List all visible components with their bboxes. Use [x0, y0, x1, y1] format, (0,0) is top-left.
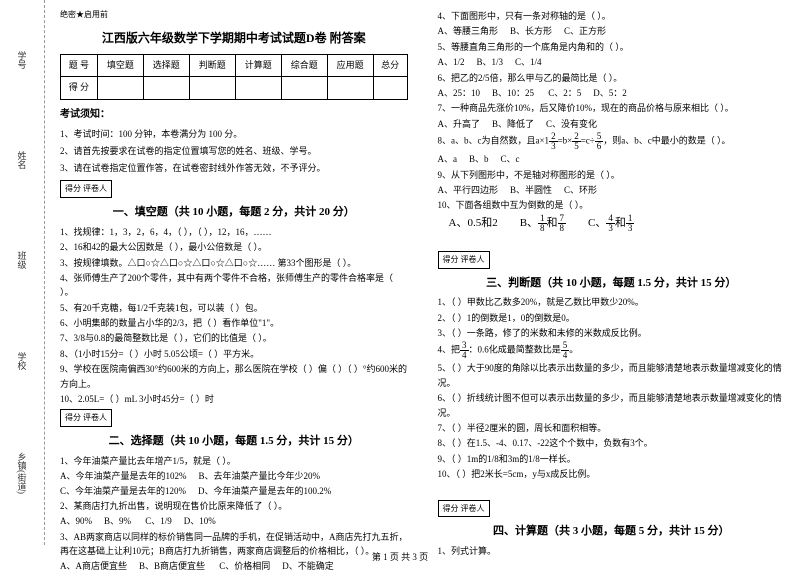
- binding-field-town: 乡镇(街道): [16, 452, 29, 494]
- judge-q5: 5、（ ）大于90度的角除以比表示出数量的多少，而且能够清楚地表示数量增减变化的…: [438, 361, 786, 390]
- choice-q9-opts: A、平行四边形B、半圆性C、环形: [438, 183, 786, 197]
- notice-3: 3、请在试卷指定位置作答，在试卷密封线外作答无效，不予评分。: [60, 161, 408, 176]
- choice-q10: 10、下面各组数中互为倒数的是（ ）。: [438, 198, 786, 212]
- choice-q2-opts: A、90%B、9% C、1/9D、10%: [60, 514, 408, 528]
- binding-field-school: 学校: [16, 352, 29, 370]
- th-choice: 选择题: [143, 54, 189, 76]
- exam-title: 江西版六年级数学下学期期中考试试题D卷 附答案: [60, 28, 408, 48]
- page-footer: 第 1 页 共 3 页: [0, 550, 800, 563]
- scorer-box-4: 得分 评卷人: [438, 500, 490, 518]
- choice-q4: 4、下面图形中，只有一条对称轴的是（ ）。: [438, 9, 786, 23]
- notice-title: 考试须知：: [60, 106, 408, 123]
- fill-q10: 10、2.05L=（ ）mL 3小时45分=（ ）时: [60, 392, 408, 406]
- judge-q7: 7、（ ）半径2厘米的圆，周长和面积相等。: [438, 421, 786, 435]
- th-app: 应用题: [327, 54, 373, 76]
- section-4-title: 四、计算题（共 3 小题，每题 5 分，共计 15 分）: [438, 522, 786, 541]
- section-1-title: 一、填空题（共 10 小题，每题 2 分，共计 20 分）: [60, 203, 408, 222]
- section-3-title: 三、判断题（共 10 小题，每题 1.5 分，共计 15 分）: [438, 274, 786, 293]
- scorer-box-3: 得分 评卷人: [438, 251, 490, 269]
- right-column: 4、下面图形中，只有一条对称轴的是（ ）。 A、等腰三角形B、长方形C、正方形 …: [423, 0, 800, 545]
- th-total: 总分: [373, 54, 407, 76]
- judge-q3: 3、（ ）一条路，修了的米数和未修的米数成反比例。: [438, 326, 786, 340]
- choice-q5: 5、等腰直角三角形的一个底角是内角和的（ ）。: [438, 40, 786, 54]
- choice-q9: 9、从下列图形中，不是轴对称图形的是（ ）。: [438, 168, 786, 182]
- notice-1: 1、考试时间：100 分钟，本卷满分为 100 分。: [60, 127, 408, 142]
- score-label: 得 分: [61, 77, 98, 99]
- choice-q6: 6、把乙的2/5倍，那么甲与乙的最简比是（ ）。: [438, 71, 786, 85]
- content-area: 绝密★启用前 江西版六年级数学下学期期中考试试题D卷 附答案 题 号 填空题 选…: [45, 0, 800, 545]
- binding-field-class: 班级: [16, 251, 29, 269]
- th-fill: 填空题: [97, 54, 143, 76]
- notice-2: 2、请首先按要求在试卷的指定位置填写您的姓名、班级、学号。: [60, 144, 408, 159]
- choice-q2: 2、某商店打九折出售，说明现在售价比原来降低了（ ）。: [60, 499, 408, 513]
- binding-field-name: 姓名: [16, 151, 29, 169]
- choice-q7: 7、一种商品先涨价10%，后又降价10%，现在的商品价格与原来相比（ ）。: [438, 101, 786, 115]
- judge-q4: 4、把34：0.6化成最简整数比是54。: [438, 341, 786, 360]
- judge-q1: 1、（ ）甲数比乙数多20%，就是乙数比甲数少20%。: [438, 295, 786, 309]
- th-judge: 判断题: [189, 54, 235, 76]
- th-num: 题 号: [61, 54, 98, 76]
- choice-q4-opts: A、等腰三角形B、长方形C、正方形: [438, 24, 786, 38]
- judge-q2: 2、（ ）1的倒数是1，0的倒数是0。: [438, 311, 786, 325]
- judge-q9: 9、（ ）1m的1/8和3m的1/8一样长。: [438, 452, 786, 466]
- fill-q1: 1、找规律：1，3，2，6，4，（ ），（ ），12，16，……: [60, 225, 408, 239]
- fill-q5: 5、有20千克糖，每1/2千克装1包，可以装（ ）包。: [60, 301, 408, 315]
- left-column: 绝密★启用前 江西版六年级数学下学期期中考试试题D卷 附答案 题 号 填空题 选…: [45, 0, 423, 545]
- judge-q6: 6、（ ）折线统计图不但可以表示出数量的多少，而且能够清楚地表示数量增减变化的情…: [438, 391, 786, 420]
- judge-q8: 8、（ ）在1.5、-4、0.17、-22这个个数中，负数有3个。: [438, 436, 786, 450]
- scorer-box-2: 得分 评卷人: [60, 409, 112, 427]
- fill-q6: 6、小明集邮的数量占小华的2/3，把（ ）看作单位"1"。: [60, 316, 408, 330]
- choice-q8-opts: A、aB、bC、c: [438, 152, 786, 166]
- fill-q8: 8、（1小时15分=（ ）小时 5.05公顷=（ ）平方米。: [60, 347, 408, 361]
- fill-q4: 4、张师傅生产了200个零件，其中有两个零件不合格，张师傅生产的零件合格率是（ …: [60, 271, 408, 300]
- secrecy-mark: 绝密★启用前: [60, 8, 408, 22]
- scorer-box-1: 得分 评卷人: [60, 180, 112, 198]
- fill-q3: 3、按规律填数。△口○☆△口○☆△口○☆△口○☆…… 第33个图形是（ ）。: [60, 256, 408, 270]
- choice-q6-opts: A、25：10B、10：25 C、2：5D、5：2: [438, 86, 786, 100]
- fill-q7: 7、3/8与0.8的最简整数比是（ ），它们的比值是（ ）。: [60, 331, 408, 345]
- judge-q10: 10、（ ）把2米长=5cm，y与x成反比例。: [438, 467, 786, 481]
- choice-q5-opts: A、1/2B、1/3C、1/4: [438, 55, 786, 69]
- choice-q10-opts: A、0.5和2 B、18和78 C、43和13: [438, 214, 786, 233]
- fill-q2: 2、16和42的最大公因数是（ ），最小公倍数是（ ）。: [60, 240, 408, 254]
- choice-q1-opts: A、今年油菜产量是去年的102%B、去年油菜产量比今年少20% C、今年油菜产量…: [60, 469, 408, 498]
- th-calc: 计算题: [235, 54, 281, 76]
- fill-q9: 9、学校在医院南偏西30°约600米的方向上，那么医院在学校（ ）偏（ ）（ ）…: [60, 362, 408, 391]
- choice-q7-opts: A、升高了B、降低了C、没有变化: [438, 117, 786, 131]
- binding-field-id: 学号: [16, 51, 29, 69]
- binding-margin: 学号 姓名 班级 学校 乡镇(街道): [0, 0, 45, 545]
- score-table: 题 号 填空题 选择题 判断题 计算题 综合题 应用题 总分 得 分: [60, 54, 408, 100]
- choice-q1: 1、今年油菜产量比去年增产1/5，就是（ ）。: [60, 454, 408, 468]
- section-2-title: 二、选择题（共 10 小题，每题 1.5 分，共计 15 分）: [60, 432, 408, 451]
- th-comp: 综合题: [281, 54, 327, 76]
- choice-q8: 8、a、b、c为自然数，且a×123=b×25=c÷56，则a、b、c中最小的数…: [438, 132, 786, 151]
